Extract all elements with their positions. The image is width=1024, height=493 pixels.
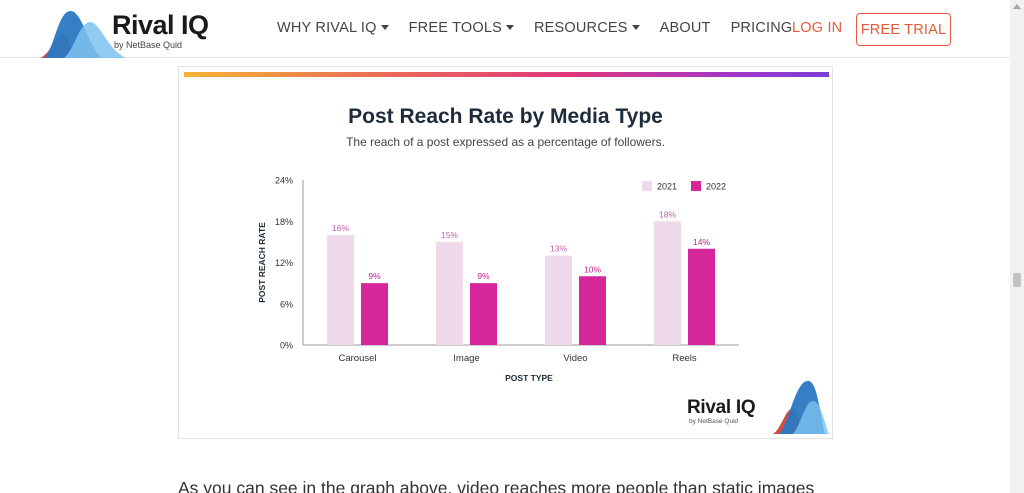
bar-2022-carousel [361, 283, 388, 345]
bar-2021-video [545, 255, 572, 345]
legend-swatch-2022 [691, 181, 701, 191]
data-label: 16% [332, 223, 349, 233]
legend-label: 2022 [706, 182, 726, 192]
x-tick-label: Video [563, 353, 587, 364]
data-label: 9% [368, 271, 381, 281]
nav-resources[interactable]: RESOURCES [534, 20, 640, 36]
bar-2021-image [436, 241, 463, 345]
nav-label: WHY RIVAL IQ [277, 20, 377, 36]
y-tick-label: 6% [280, 299, 293, 309]
nav-label: PRICING [730, 20, 793, 36]
free-trial-button[interactable]: FREE TRIAL [856, 13, 951, 46]
x-tick-label: Carousel [338, 353, 376, 364]
bar-2022-video [579, 276, 606, 345]
nav-about[interactable]: ABOUT [660, 20, 711, 36]
y-tick-label: 12% [275, 258, 293, 268]
main-nav: WHY RIVAL IQ FREE TOOLS RESOURCES ABOUT … [277, 20, 812, 36]
nav-pricing[interactable]: PRICING [731, 20, 793, 36]
x-axis-label: POST TYPE [505, 373, 553, 383]
scroll-up-arrow-icon[interactable] [1013, 4, 1021, 9]
nav-free-tools[interactable]: FREE TOOLS [409, 20, 514, 36]
chevron-down-icon [380, 24, 389, 30]
legend-swatch-2021 [642, 181, 652, 191]
y-tick-label: 24% [275, 176, 293, 186]
figure-logo-text: Rival IQ [687, 397, 756, 418]
figure-logo-subtext: by NetBase Quid [689, 418, 739, 425]
nav-label: FREE TOOLS [408, 20, 502, 36]
data-label: 9% [477, 271, 490, 281]
logo-subtext: by NetBase Quid [114, 40, 183, 50]
nav-label: ABOUT [659, 20, 711, 36]
chart-subtitle: The reach of a post expressed as a perce… [346, 135, 665, 149]
y-tick-label: 18% [275, 217, 293, 227]
chevron-down-icon [505, 24, 514, 30]
bar-2022-reels [688, 248, 715, 345]
rival-iq-logo[interactable]: Rival IQ by NetBase Quid [40, 6, 220, 60]
nav-label: RESOURCES [533, 20, 628, 36]
chart-title: Post Reach Rate by Media Type [348, 105, 663, 128]
data-label: 14% [693, 237, 710, 247]
chevron-down-icon [631, 24, 640, 30]
data-label: 18% [659, 209, 676, 219]
legend-label: 2021 [657, 182, 677, 192]
site-header: Rival IQ by NetBase Quid WHY RIVAL IQ FR… [0, 0, 1010, 58]
figure-logo-mark-icon [773, 380, 829, 434]
bar-2021-reels [654, 221, 681, 345]
data-label: 15% [441, 230, 458, 240]
bar-2022-image [470, 283, 497, 345]
nav-why-rival-iq[interactable]: WHY RIVAL IQ [277, 20, 389, 36]
y-axis-label: POST REACH RATE [257, 222, 267, 303]
logo-mark-icon [40, 10, 126, 58]
data-label: 13% [550, 244, 567, 254]
x-tick-label: Image [453, 353, 479, 364]
bar-2021-carousel [327, 235, 354, 345]
bar-chart: 0% 6% 12% 18% 24% POST REACH RATE POST TYPE 16%… [257, 176, 739, 383]
logo-text: Rival IQ [112, 10, 209, 40]
page-scrollbar[interactable] [1010, 0, 1024, 493]
figure-rival-iq-logo: Rival IQ by NetBase Quid [684, 379, 829, 437]
gradient-accent-bar [184, 72, 829, 77]
login-link[interactable]: LOG IN [792, 20, 843, 36]
scrollbar-thumb[interactable] [1013, 273, 1021, 287]
article-paragraph: As you can see in the graph above, video… [178, 478, 815, 493]
data-label: 10% [584, 264, 601, 274]
chart-figure: Post Reach Rate by Media Type The reach … [178, 66, 833, 439]
y-tick-label: 0% [280, 341, 293, 351]
x-tick-label: Reels [672, 353, 697, 364]
